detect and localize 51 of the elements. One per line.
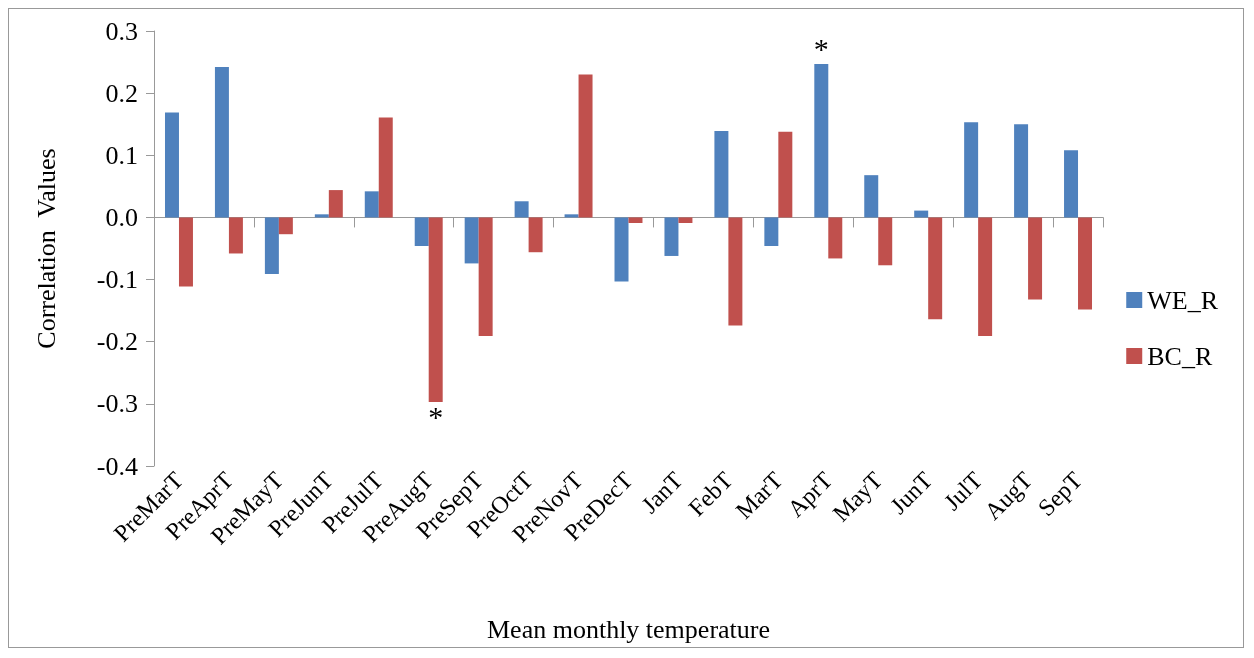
x-axis-title: Mean monthly temperature <box>486 614 771 644</box>
x-tick-label: JulT <box>938 466 988 516</box>
bar <box>878 217 893 266</box>
bar <box>1064 150 1079 218</box>
bar <box>664 217 679 256</box>
bar <box>264 217 279 274</box>
annotation: * <box>428 400 444 434</box>
bar <box>714 131 729 218</box>
bar <box>364 191 379 218</box>
y-axis-title: Correlation Values <box>31 148 61 349</box>
bar <box>764 217 779 247</box>
y-tick-label: 0.0 <box>105 202 138 232</box>
bar <box>214 67 229 218</box>
bar <box>278 217 293 235</box>
bar <box>314 214 329 218</box>
bar <box>478 217 493 337</box>
bar <box>614 217 629 282</box>
bar <box>964 122 979 218</box>
annotation: * <box>813 32 829 66</box>
y-tick-label: 0.2 <box>105 78 138 108</box>
bar <box>978 217 993 337</box>
y-tick-label: -0.3 <box>96 389 138 419</box>
bar <box>464 217 479 264</box>
y-tick-label: 0.1 <box>105 140 138 170</box>
bar <box>428 217 443 402</box>
bar <box>228 217 243 254</box>
y-tick-label: 0.3 <box>105 16 138 46</box>
y-tick-label: -0.1 <box>96 265 138 295</box>
y-tick-label: -0.2 <box>96 327 138 357</box>
bar <box>728 217 743 326</box>
legend-label: WE_R <box>1147 285 1219 315</box>
legend-label: BC_R <box>1147 341 1213 371</box>
bar <box>928 217 943 320</box>
bar <box>528 217 543 253</box>
bar <box>328 190 343 218</box>
bar <box>378 117 393 218</box>
bar <box>1078 217 1093 310</box>
bar <box>514 201 529 218</box>
bar <box>164 112 179 218</box>
bar <box>1014 124 1029 218</box>
bar <box>628 217 643 224</box>
bar <box>564 214 579 218</box>
bar <box>828 217 843 259</box>
bar <box>814 63 829 218</box>
bar <box>678 217 693 224</box>
bar <box>864 175 879 218</box>
bar <box>414 217 429 247</box>
bar <box>578 74 593 218</box>
bar <box>178 217 193 287</box>
bar <box>1028 217 1043 300</box>
bar <box>778 131 793 218</box>
